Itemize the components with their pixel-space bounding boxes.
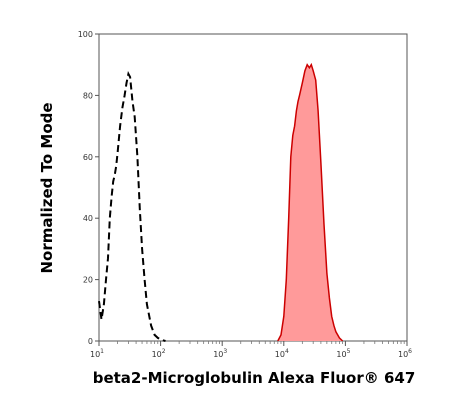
series-0-line <box>98 71 166 342</box>
x-tick-label-1: 102 <box>152 348 166 359</box>
series-layer <box>98 62 344 342</box>
plot-frame <box>98 33 408 342</box>
x-tick-label-0: 101 <box>90 348 104 359</box>
x-axis-label: beta2-Microglobulin Alexa Fluor® 647 <box>93 369 416 387</box>
y-tick-label-2: 40 <box>83 214 93 223</box>
x-tick-label-5: 106 <box>398 348 412 359</box>
x-tick-label-4: 105 <box>336 348 350 359</box>
y-tick-label-3: 60 <box>83 153 93 162</box>
y-tick-label-1: 20 <box>83 276 93 285</box>
y-tick-label-5: 100 <box>78 30 93 39</box>
y-tick-label-4: 80 <box>83 91 93 100</box>
y-tick-label-0: 0 <box>88 337 93 346</box>
axis-layer: 0 20 40 60 80 100 101 102 103 104 105 106 <box>78 30 412 359</box>
y-axis-label: Normalized To Mode <box>38 102 56 273</box>
x-tick-label-3: 104 <box>275 348 289 359</box>
series-1-line <box>277 62 344 342</box>
x-tick-label-2: 103 <box>213 348 227 359</box>
